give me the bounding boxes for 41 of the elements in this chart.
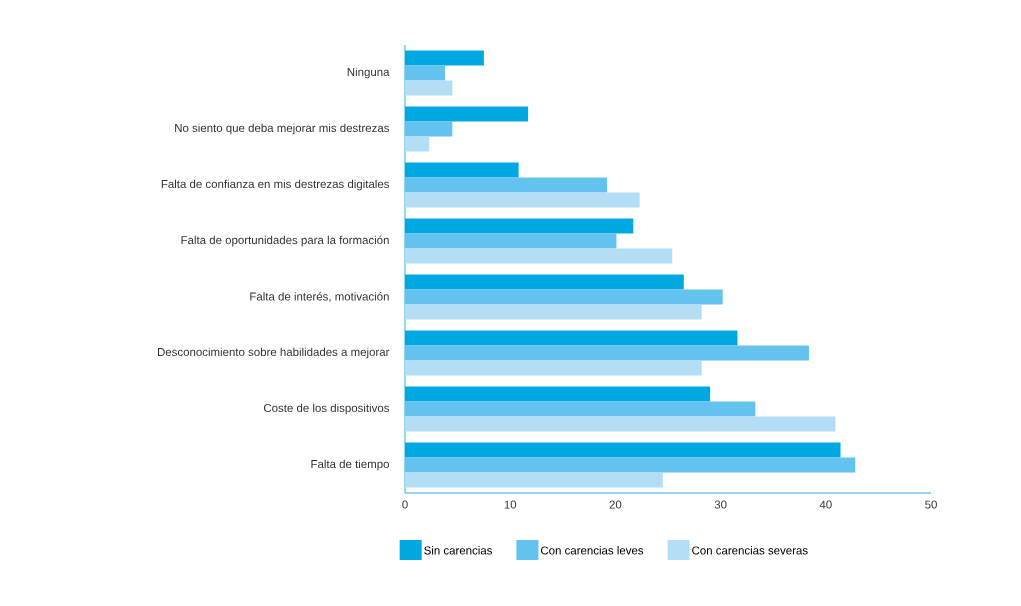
bar bbox=[405, 162, 519, 178]
y-tick-label: Falta de oportunidades para la formación bbox=[181, 235, 389, 247]
bar bbox=[405, 401, 756, 417]
bar bbox=[405, 442, 841, 458]
bar bbox=[405, 80, 453, 96]
y-tick-label: Coste de los dispositivos bbox=[263, 403, 390, 415]
bar bbox=[405, 248, 673, 264]
bar bbox=[405, 472, 663, 488]
bar bbox=[405, 330, 738, 346]
bar bbox=[405, 65, 445, 81]
x-tick-label: 50 bbox=[925, 500, 937, 509]
legend-label: Con carencias leves bbox=[541, 546, 644, 555]
x-tick-label: 10 bbox=[504, 500, 517, 509]
bar bbox=[405, 192, 640, 208]
x-tick-label: 20 bbox=[609, 500, 622, 509]
bar bbox=[405, 416, 836, 432]
bar bbox=[405, 345, 809, 361]
legend-label: Sin carencias bbox=[424, 546, 492, 555]
bar bbox=[405, 50, 484, 66]
bar bbox=[405, 136, 430, 152]
y-tick-label: Falta de interés, motivación bbox=[250, 292, 389, 302]
x-tick-label: 0 bbox=[402, 500, 408, 509]
x-tick-label: 40 bbox=[819, 500, 832, 509]
y-tick-label: No siento que deba mejorar mis destrezas bbox=[175, 123, 390, 135]
bar bbox=[405, 121, 453, 137]
y-tick-label: Ninguna bbox=[347, 67, 390, 79]
bar bbox=[405, 457, 856, 473]
y-tick-label: Falta de tiempo bbox=[311, 459, 389, 471]
y-tick-label: Falta de confianza en mis destrezas digitales bbox=[161, 179, 390, 191]
bar bbox=[405, 233, 617, 249]
legend-label: Con carencias severas bbox=[692, 546, 808, 555]
y-tick-label: Desconocimiento sobre habilidades a mejorar bbox=[157, 347, 390, 359]
x-tick-label: 30 bbox=[714, 500, 727, 509]
bar bbox=[405, 177, 607, 193]
bar bbox=[405, 274, 684, 290]
bar bbox=[405, 218, 634, 234]
bar bbox=[405, 386, 711, 402]
bar bbox=[405, 360, 702, 376]
bar bbox=[405, 304, 702, 320]
bar bbox=[405, 289, 723, 305]
bar bbox=[405, 106, 529, 122]
